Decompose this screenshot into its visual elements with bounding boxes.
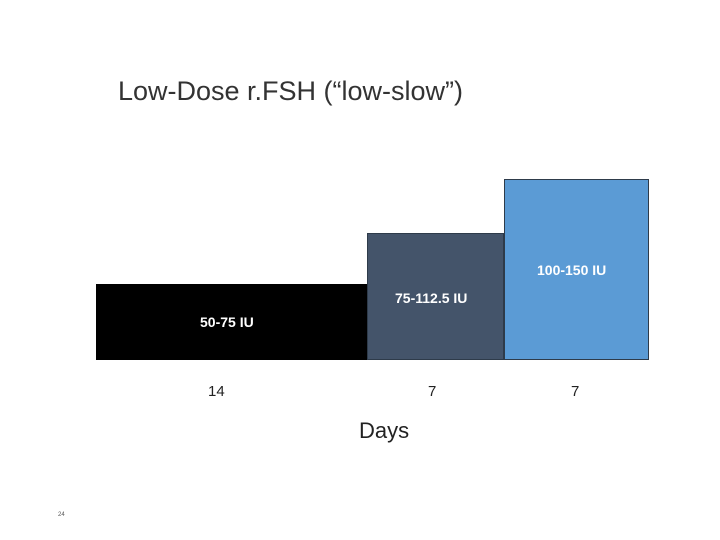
dose-step-2-label: 75-112.5 IU [395,290,468,306]
dose-step-3-days: 7 [571,383,580,400]
days-axis-label: Days [359,418,410,443]
dose-step-3-block [504,179,649,360]
dose-step-1-days: 14 [208,383,225,400]
dose-step-3-label: 100-150 IU [537,262,607,278]
slide-title: Low-Dose r.FSH (“low-slow”) [118,76,464,106]
slide-number: 24 [58,512,65,518]
dose-step-2-block [367,233,504,360]
dose-step-1-label: 50-75 IU [200,314,254,330]
dose-step-2-days: 7 [428,383,437,400]
dose-step-1-block [96,284,368,360]
